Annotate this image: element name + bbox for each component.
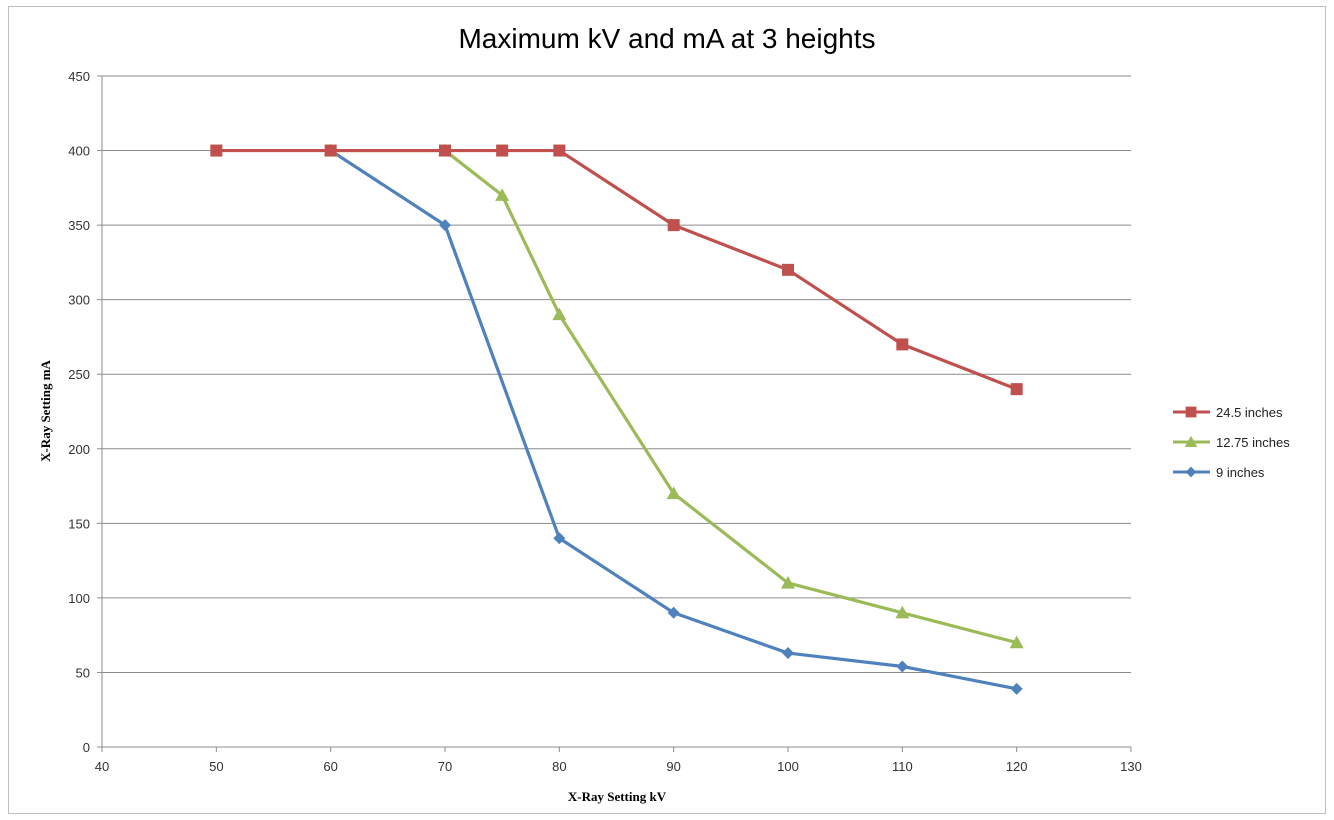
series-24-5-inches [210, 144, 1023, 396]
x-tick-label: 90 [666, 759, 680, 774]
data-point-triangle [781, 575, 795, 589]
axes: 0 50 100 150 200 250 300 350 400 450 40 50 60 70 80 90 1… [68, 69, 1142, 774]
data-point-diamond [667, 606, 680, 619]
data-point-square [1185, 406, 1197, 418]
y-tick-label: 450 [68, 69, 90, 84]
y-tick-label: 350 [68, 218, 90, 233]
data-point-triangle [895, 605, 910, 619]
data-point-diamond [782, 647, 794, 660]
y-axis-label: X-Ray Setting mA [38, 359, 53, 461]
series-line [216, 148, 1018, 391]
data-point-square [553, 144, 566, 157]
y-tick-label: 250 [68, 367, 90, 382]
x-tick-label: 100 [777, 759, 799, 774]
data-point-square [1010, 383, 1023, 396]
data-point-diamond [553, 532, 566, 545]
data-point-square [439, 144, 451, 157]
y-tick-label: 300 [68, 293, 90, 308]
data-point-diamond [1185, 466, 1197, 478]
x-tick-label: 70 [438, 759, 452, 774]
y-tick-label: 150 [68, 516, 90, 531]
legend-label: 9 inches [1216, 465, 1265, 480]
chart-title: Maximum kV and mA at 3 heights [458, 23, 875, 54]
x-tick-label: 80 [552, 759, 566, 774]
legend: 24.5 inches 12.75 inches 9 inches [1173, 405, 1290, 480]
legend-item: 12.75 inches [1173, 435, 1290, 450]
chart-frame [8, 6, 1326, 814]
legend-label: 12.75 inches [1216, 435, 1290, 450]
data-point-triangle [1184, 435, 1198, 448]
legend-item: 9 inches [1173, 465, 1265, 480]
y-tick-label: 400 [68, 144, 90, 159]
y-tick-label: 50 [76, 665, 90, 680]
y-tick-label: 0 [83, 740, 90, 755]
series-line [330, 148, 1018, 645]
x-tick-label: 110 [892, 759, 913, 774]
data-point-square [496, 144, 509, 157]
data-point-diamond [1010, 682, 1023, 695]
data-point-diamond [896, 660, 909, 673]
x-tick-label: 40 [95, 759, 109, 774]
data-point-diamond [439, 219, 451, 232]
x-tick-label: 50 [209, 759, 223, 774]
y-tick-label: 200 [68, 442, 90, 457]
data-point-square [324, 144, 337, 157]
legend-label: 24.5 inches [1216, 405, 1283, 420]
data-point-square [782, 263, 794, 276]
grid-lines [102, 75, 1131, 673]
x-tick-label: 120 [1006, 759, 1028, 774]
data-point-triangle [495, 188, 510, 201]
series-layer [210, 143, 1024, 695]
x-axis-label: X-Ray Setting kV [568, 789, 667, 804]
data-point-square [896, 338, 909, 351]
data-point-triangle [666, 486, 681, 500]
y-tick-label: 100 [68, 591, 90, 606]
x-tick-label: 60 [323, 759, 337, 774]
legend-item: 24.5 inches [1173, 405, 1283, 420]
x-tick-label: 130 [1120, 759, 1142, 774]
data-point-triangle [1009, 635, 1024, 649]
data-point-triangle [552, 307, 567, 321]
data-point-square [210, 144, 223, 157]
data-point-square [667, 219, 680, 232]
